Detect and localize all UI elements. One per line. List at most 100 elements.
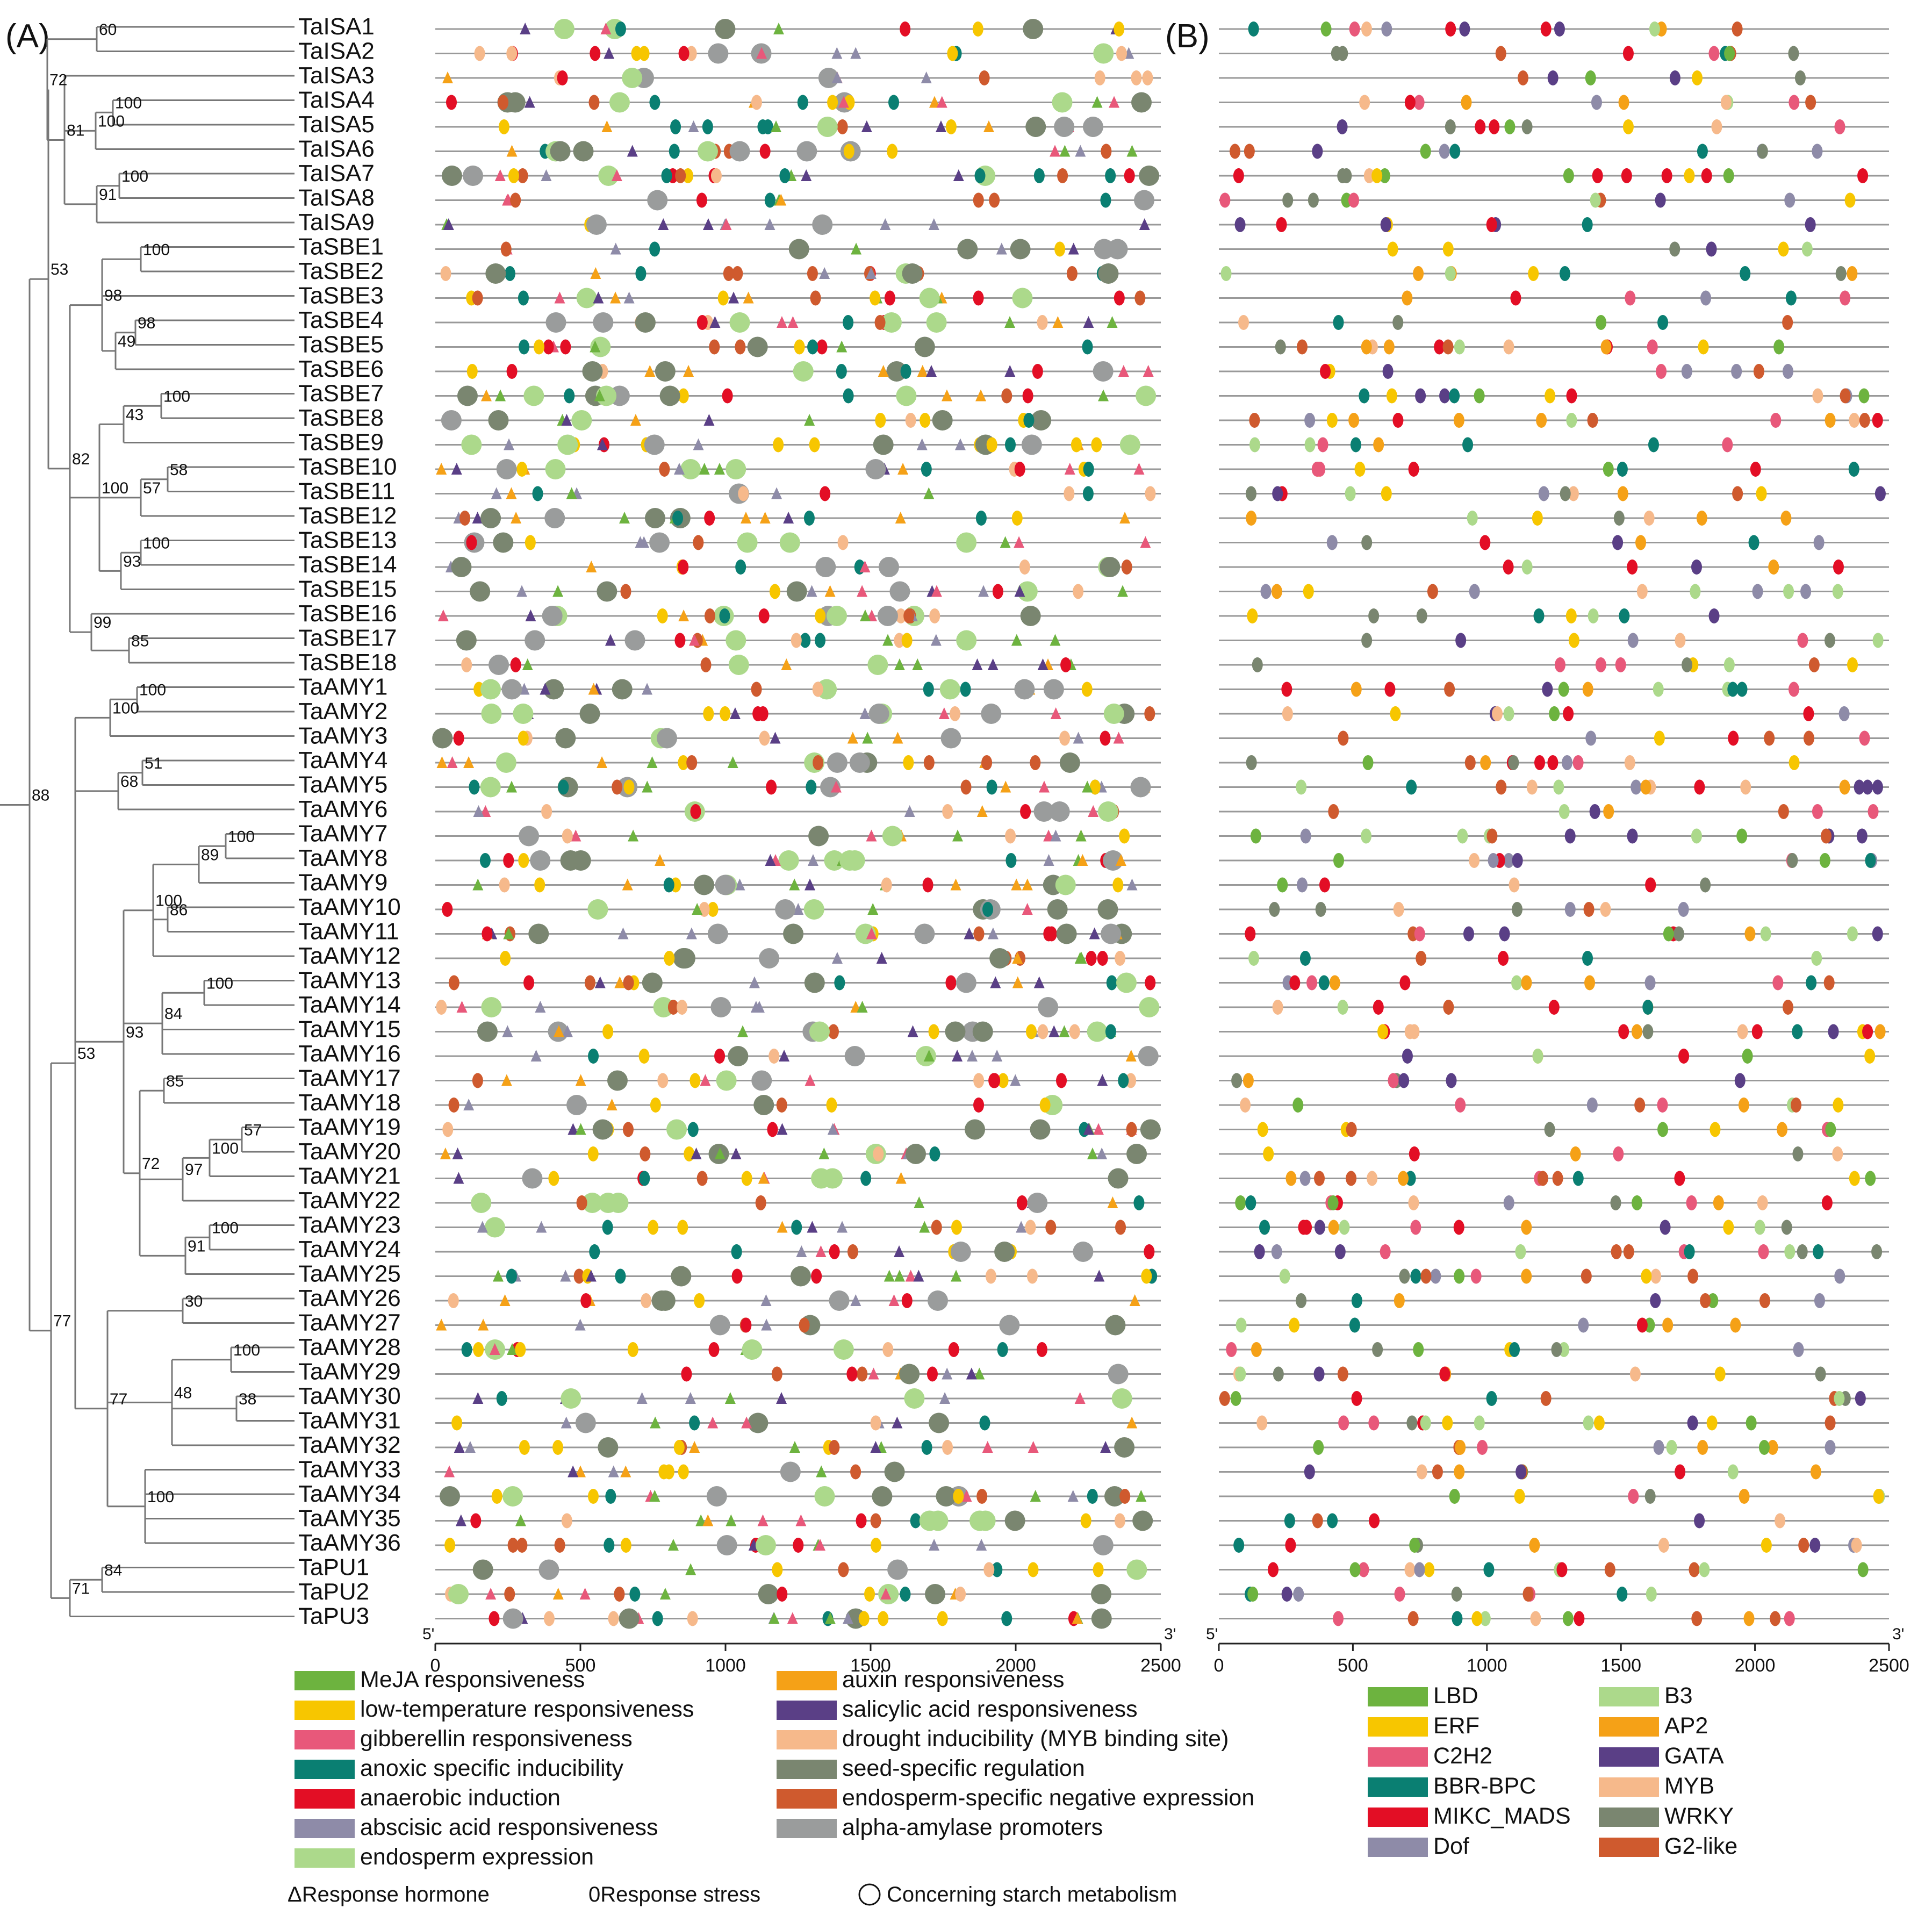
cis-element-mark	[967, 1050, 978, 1062]
cis-element-mark	[1050, 634, 1061, 646]
legend-swatch-mikc_mads	[1368, 1808, 1428, 1827]
tf-binding-mark	[1349, 1562, 1361, 1577]
cis-element-mark	[466, 535, 477, 550]
tf-binding-mark	[1674, 1171, 1685, 1186]
cis-element-mark	[677, 1000, 688, 1015]
cis-element-mark	[957, 239, 978, 260]
tf-binding-mark	[1813, 535, 1825, 550]
tf-binding-mark	[1313, 1366, 1325, 1382]
cis-element-mark	[678, 46, 690, 61]
cis-element-mark	[1073, 1242, 1094, 1262]
bootstrap-value: 77	[110, 1390, 127, 1408]
cis-element-mark	[650, 1416, 661, 1429]
cis-element-mark	[466, 364, 478, 379]
cis-element-mark	[997, 1342, 1008, 1357]
tf-binding-mark	[1561, 755, 1572, 770]
cis-element-mark	[866, 829, 877, 842]
cis-element-mark	[657, 608, 668, 623]
tf-binding-mark	[1454, 1268, 1465, 1284]
gene-label-taamy25: TaAMY25	[298, 1261, 401, 1287]
legend-swatch-meja	[295, 1671, 355, 1690]
cis-element-mark	[653, 997, 674, 1017]
gene-label-tasbe13: TaSBE13	[298, 527, 397, 554]
cis-element-mark	[827, 606, 848, 626]
cis-element-mark	[666, 1119, 687, 1140]
cis-element-mark	[857, 585, 868, 597]
tf-binding-mark	[1480, 755, 1491, 770]
cis-element-mark	[878, 1611, 889, 1626]
gene-label-taamy22: TaAMY22	[298, 1187, 401, 1214]
tf-binding-mark	[1244, 144, 1255, 159]
cis-element-mark	[795, 1514, 807, 1526]
tf-binding-mark	[1272, 1000, 1283, 1015]
gene-label-taamy31: TaAMY31	[298, 1408, 401, 1434]
tf-binding-mark	[1315, 902, 1326, 917]
tf-binding-mark	[1834, 1268, 1845, 1284]
tf-binding-mark	[1254, 1244, 1265, 1259]
cis-element-mark	[888, 95, 900, 110]
cis-element-mark	[950, 706, 961, 721]
tf-binding-mark	[1581, 1268, 1592, 1284]
tf-binding-mark	[1533, 608, 1545, 623]
x-tick-label: 1000	[1467, 1655, 1507, 1676]
legend-label: ERF	[1433, 1713, 1479, 1739]
tf-binding-mark	[1558, 682, 1569, 697]
tf-binding-mark	[1610, 1195, 1621, 1210]
tf-binding-mark	[1532, 511, 1543, 526]
cis-element-mark	[941, 389, 952, 401]
legend-label: salicylic acid responsiveness	[842, 1696, 1138, 1722]
cis-element-mark	[997, 1073, 1009, 1088]
cis-element-mark	[588, 1049, 599, 1064]
cis-element-mark	[672, 511, 684, 526]
tf-binding-mark	[1268, 1562, 1279, 1577]
tf-binding-mark	[1394, 1587, 1405, 1602]
cis-element-mark	[554, 291, 565, 304]
tf-binding-mark	[1368, 1415, 1380, 1431]
cis-element-mark	[1030, 1490, 1041, 1502]
cis-element-mark	[726, 1514, 737, 1526]
tf-binding-mark	[1439, 144, 1450, 159]
bootstrap-value: 57	[143, 479, 161, 497]
gene-label-tasbe17: TaSBE17	[298, 625, 397, 651]
tf-binding-mark	[1812, 144, 1823, 159]
tf-binding-mark	[1619, 608, 1630, 623]
tf-binding-mark	[1276, 217, 1287, 232]
tf-binding-mark	[1408, 462, 1419, 477]
tf-binding-mark	[1488, 853, 1499, 868]
cis-element-mark	[810, 290, 821, 306]
cis-element-mark	[956, 532, 977, 553]
tf-binding-mark	[1444, 682, 1455, 697]
tf-binding-mark	[1858, 388, 1870, 404]
cis-element-mark	[1059, 730, 1071, 746]
cis-element-mark	[686, 927, 697, 939]
cis-element-mark	[594, 389, 605, 401]
cis-element-mark	[574, 1465, 586, 1478]
legend-label: low-temperature responsiveness	[360, 1696, 694, 1722]
cis-element-mark	[1083, 1123, 1094, 1135]
cis-element-mark	[552, 1440, 564, 1455]
tf-binding-mark	[1235, 1195, 1246, 1210]
tf-binding-mark	[1486, 1391, 1497, 1406]
tf-binding-mark	[1751, 1024, 1763, 1039]
tf-binding-mark	[1815, 1366, 1826, 1382]
cis-element-mark	[859, 707, 871, 719]
cis-element-mark	[1064, 463, 1075, 475]
cis-element-mark	[829, 1244, 840, 1259]
cis-element-mark	[1014, 462, 1025, 477]
legend-label: drought inducibility (MYB binding site)	[842, 1726, 1229, 1752]
cis-element-mark	[524, 96, 535, 108]
tf-binding-mark	[1439, 388, 1450, 404]
cis-element-mark	[1038, 997, 1059, 1017]
tf-binding-mark	[1596, 315, 1607, 330]
tf-binding-mark	[1675, 633, 1686, 648]
tf-binding-mark	[1296, 1293, 1307, 1308]
cis-element-mark	[442, 902, 453, 917]
cis-element-mark	[987, 927, 999, 939]
cis-element-mark	[469, 779, 480, 795]
cis-element-mark	[550, 141, 571, 162]
cis-element-mark	[440, 1486, 461, 1507]
tf-binding-mark	[1681, 364, 1692, 379]
tf-binding-mark	[1834, 119, 1845, 134]
gene-label-tasbe18: TaSBE18	[298, 649, 397, 676]
cis-element-mark	[760, 1294, 772, 1306]
